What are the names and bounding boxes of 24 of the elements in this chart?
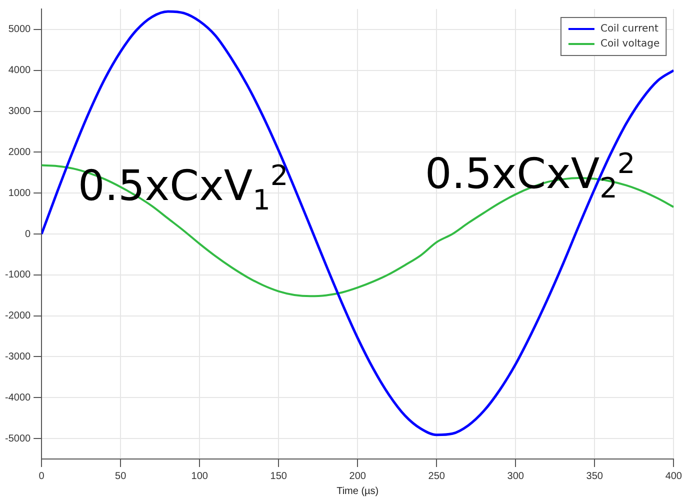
legend-label: Coil voltage [600,38,660,50]
x-tick-label: 150 [270,470,288,482]
x-tick-label: 250 [428,470,446,482]
y-tick-label: 1000 [8,188,32,199]
x-tick-label: 0 [38,470,45,482]
y-tick-label: -2000 [5,310,32,322]
y-tick-label: 4000 [8,65,32,76]
y-tick-label: 5000 [8,24,32,36]
y-tick-label: -5000 [5,433,32,444]
line-series [42,10,674,436]
y-tick-label: 2000 [8,146,32,158]
y-tick-label: 0 [25,228,32,240]
x-tick-label: 350 [586,470,604,482]
x-tick-label: 400 [665,470,682,482]
x-tick-label: 100 [191,470,208,482]
x-tick-label: 200 [349,470,366,482]
y-tick-label: -3000 [5,351,32,362]
x-tick-label: 50 [115,470,127,482]
legend-label: Coil current [600,24,658,35]
y-tick-label: 3000 [8,106,32,118]
y-tick-label: -1000 [5,270,32,281]
x-axis-title: Time (µs) [336,486,379,497]
x-tick-label: 300 [507,470,524,482]
y-tick-label: -4000 [5,392,32,404]
